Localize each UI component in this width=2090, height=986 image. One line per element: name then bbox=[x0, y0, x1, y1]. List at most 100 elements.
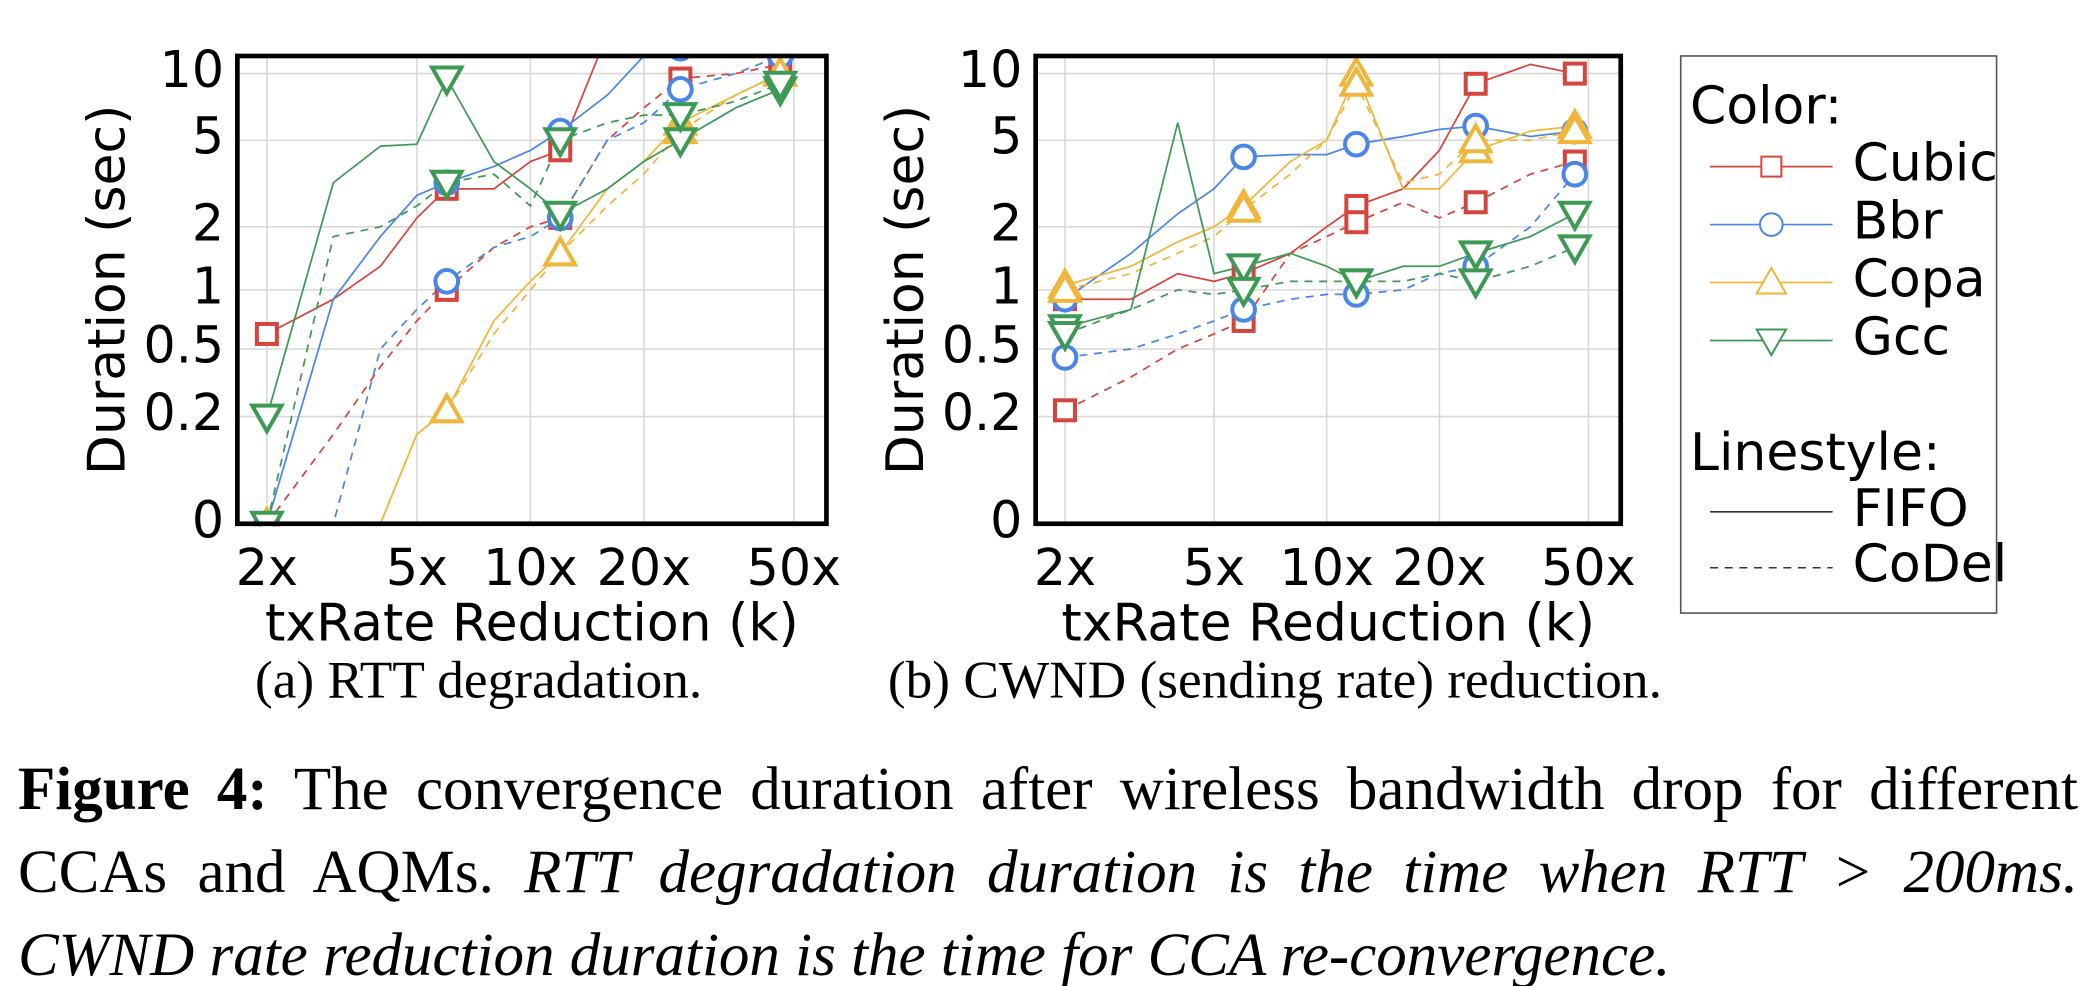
marker bbox=[667, 75, 694, 103]
marker bbox=[1230, 143, 1257, 171]
y-tick-label: 0 bbox=[192, 490, 224, 549]
plot-area bbox=[248, 24, 799, 527]
series-line bbox=[1064, 81, 1576, 291]
plot-area bbox=[1046, 55, 1593, 423]
marker bbox=[248, 403, 285, 436]
series-line bbox=[266, 76, 781, 417]
marker bbox=[428, 169, 465, 202]
marker bbox=[1556, 234, 1593, 267]
figure-caption: Figure 4: The convergence duration after… bbox=[18, 748, 2078, 986]
caption-label: Figure 4: bbox=[18, 756, 268, 823]
legend-label: CoDel bbox=[1853, 535, 2008, 595]
y-tick-label: 10 bbox=[160, 40, 224, 99]
y-tick-label: 1 bbox=[192, 256, 224, 315]
y-tick-label: 0.5 bbox=[144, 315, 225, 374]
marker bbox=[1338, 268, 1375, 301]
marker bbox=[542, 234, 579, 267]
marker bbox=[428, 65, 465, 98]
marker bbox=[1052, 398, 1077, 423]
legend-title: Linestyle: bbox=[1690, 423, 1940, 483]
x-axis-label: txRate Reduction (k) bbox=[1061, 593, 1595, 653]
marker bbox=[762, 70, 799, 103]
y-tick-label: 2 bbox=[990, 193, 1022, 252]
marker bbox=[1338, 65, 1375, 97]
marker bbox=[770, 24, 790, 44]
x-axis-label: txRate Reduction (k) bbox=[265, 593, 799, 653]
marker bbox=[1457, 240, 1494, 273]
x-tick-label: 50x bbox=[747, 538, 841, 597]
series-line bbox=[266, 55, 781, 525]
legend-title: Color: bbox=[1690, 76, 1842, 136]
plot-frame bbox=[235, 53, 829, 527]
marker bbox=[428, 391, 465, 424]
y-tick-label: 10 bbox=[958, 40, 1022, 99]
marker bbox=[1556, 112, 1593, 145]
marker bbox=[1561, 160, 1589, 188]
x-tick-label: 2x bbox=[1034, 538, 1096, 597]
marker bbox=[1046, 320, 1084, 353]
subcaption: (b) CWND (sending rate) reduction. bbox=[888, 650, 1662, 709]
series-line bbox=[1064, 122, 1576, 329]
marker bbox=[1562, 61, 1587, 86]
x-tick-label: 10x bbox=[1280, 538, 1374, 597]
legend-label: Cubic bbox=[1853, 134, 1998, 194]
series-line bbox=[1064, 71, 1575, 287]
x-tick-label: 20x bbox=[597, 538, 691, 597]
marker bbox=[1225, 253, 1262, 286]
marker bbox=[670, 24, 690, 44]
legend-marker bbox=[1754, 328, 1788, 358]
marker bbox=[662, 102, 699, 134]
series-line bbox=[266, 55, 600, 335]
legend-label: Copa bbox=[1853, 250, 1986, 310]
legend-marker bbox=[1760, 155, 1783, 178]
x-tick-label: 5x bbox=[386, 538, 448, 597]
y-tick-label: 2 bbox=[192, 193, 224, 252]
marker bbox=[433, 268, 461, 295]
marker bbox=[542, 127, 579, 159]
y-tick-label: 0.2 bbox=[144, 383, 225, 442]
x-tick-label: 20x bbox=[1392, 538, 1486, 597]
marker bbox=[1463, 71, 1488, 96]
legend-marker bbox=[1759, 212, 1784, 237]
x-tick-label: 50x bbox=[1541, 538, 1635, 597]
subcaption: (a) RTT degradation. bbox=[255, 650, 702, 709]
caption-emphasis: RTT degradation duration is the time whe… bbox=[18, 839, 2078, 986]
marker bbox=[1046, 271, 1084, 303]
marker bbox=[1343, 130, 1370, 158]
y-axis-label: Duration (sec) bbox=[78, 105, 138, 475]
series-line bbox=[1064, 160, 1576, 412]
series-line bbox=[266, 72, 781, 525]
y-tick-label: 5 bbox=[990, 107, 1022, 166]
y-tick-label: 0.5 bbox=[942, 315, 1023, 374]
legend-frame bbox=[1679, 55, 1998, 614]
y-tick-label: 1 bbox=[990, 256, 1022, 315]
y-tick-label: 0 bbox=[990, 490, 1022, 549]
y-tick-label: 0.2 bbox=[942, 383, 1023, 442]
series-line bbox=[1064, 246, 1576, 335]
series-line bbox=[1064, 173, 1576, 359]
marker bbox=[254, 321, 279, 346]
legend-label: FIFO bbox=[1853, 479, 1969, 539]
x-tick-label: 2x bbox=[236, 538, 298, 597]
caption-text: The convergence duration after wireless … bbox=[18, 756, 2078, 906]
series-line bbox=[266, 83, 781, 524]
x-tick-label: 10x bbox=[483, 538, 577, 597]
x-tick-label: 5x bbox=[1183, 538, 1245, 597]
marker bbox=[1225, 276, 1262, 309]
marker bbox=[1344, 210, 1369, 235]
y-tick-label: 5 bbox=[192, 107, 224, 166]
marker bbox=[1225, 191, 1262, 223]
legend-label: Bbr bbox=[1853, 192, 1944, 252]
series-line bbox=[266, 63, 781, 525]
legend-label: Gcc bbox=[1853, 308, 1950, 368]
marker bbox=[1463, 190, 1488, 215]
marker bbox=[542, 200, 579, 233]
plot-frame bbox=[1033, 53, 1624, 527]
marker bbox=[1556, 200, 1593, 233]
y-axis-label: Duration (sec) bbox=[876, 105, 936, 475]
